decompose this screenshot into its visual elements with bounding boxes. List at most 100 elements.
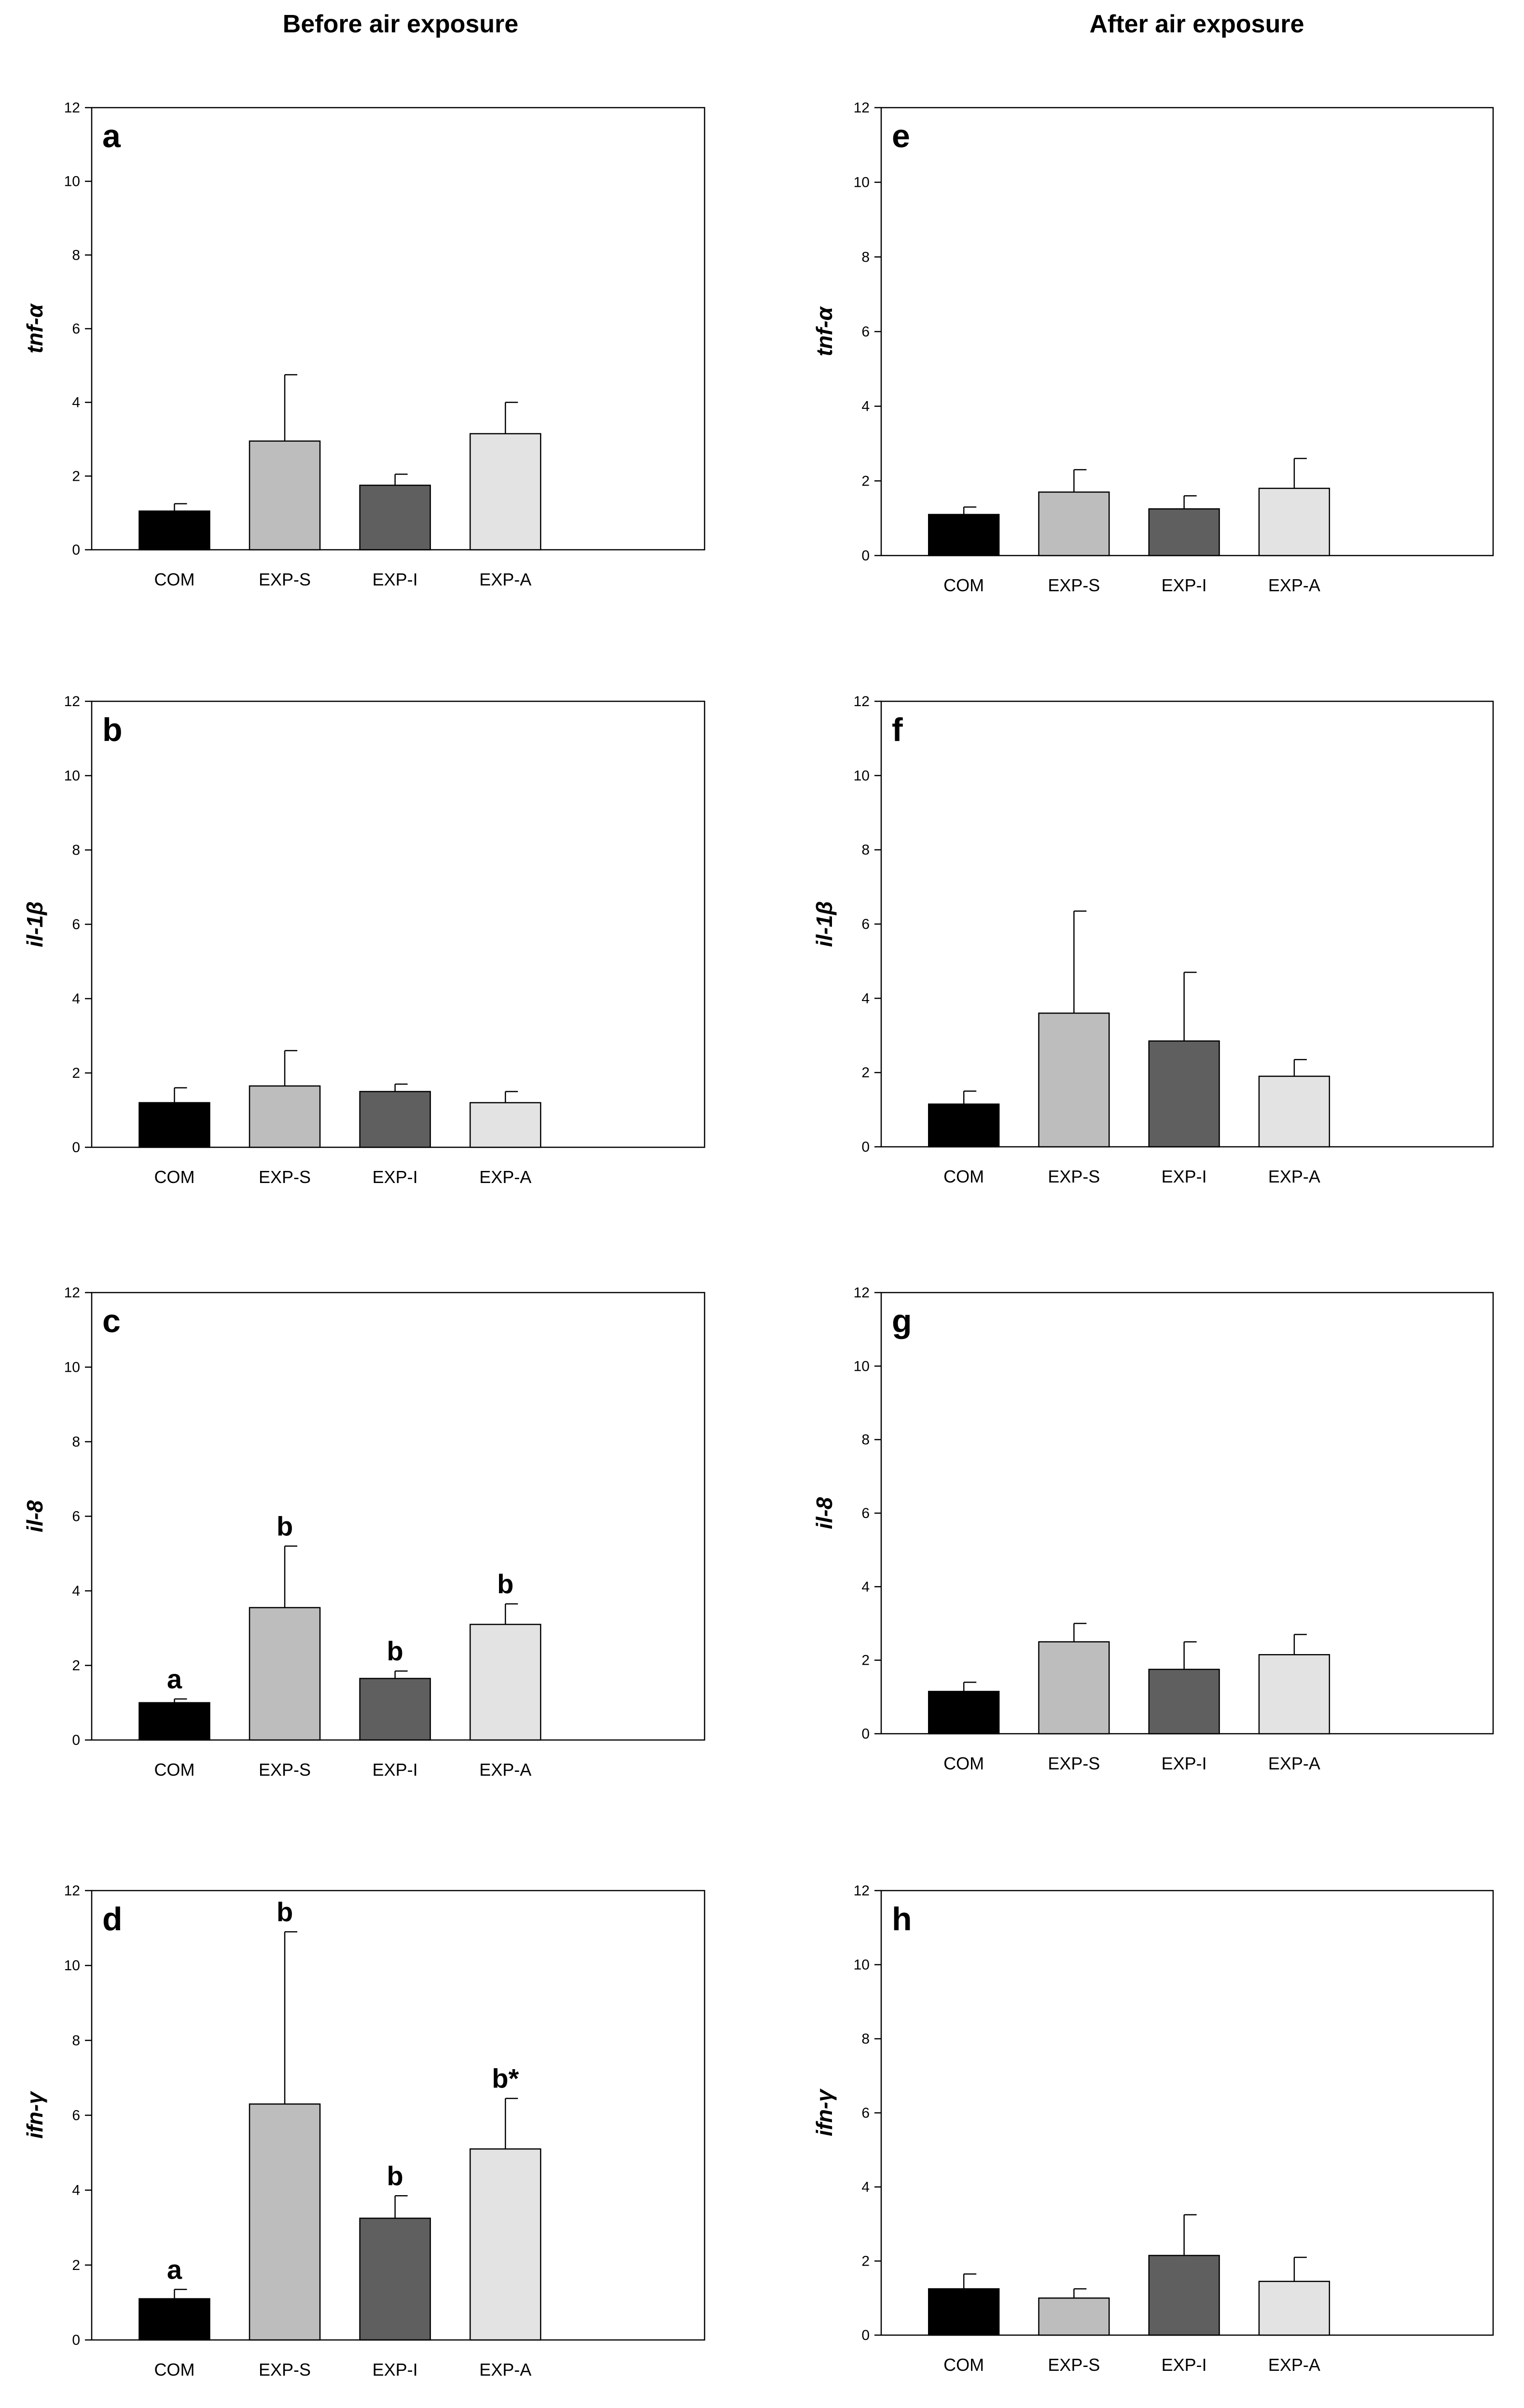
y-tick-label: 6 <box>861 324 870 340</box>
bar-exp-s <box>1038 491 1110 557</box>
bar-com <box>139 510 210 551</box>
y-tick-label: 6 <box>861 917 870 933</box>
column-title-after: After air exposure <box>1089 10 1304 38</box>
y-tick-label: 4 <box>72 395 80 411</box>
plot-frame <box>880 107 1494 557</box>
bar-exp-s <box>1038 1641 1110 1735</box>
x-category-label: EXP-A <box>1268 1167 1320 1186</box>
y-tick-label: 4 <box>861 1579 870 1595</box>
panel-letter: c <box>102 1303 121 1339</box>
panel-letter: h <box>892 1901 912 1937</box>
chart-panel-e: 0 2 4 6 8 10 12 tnf-α e COM EXP-S EXP-I EXP-A <box>812 100 1494 595</box>
x-category-label: COM <box>154 1760 194 1780</box>
x-category-label: COM <box>154 2360 194 2380</box>
y-axis-label: il-8 <box>812 1497 837 1529</box>
bar-exp-i <box>359 2217 431 2341</box>
bar-com <box>139 2298 210 2341</box>
panel-letter: a <box>102 118 121 154</box>
panel-letter: g <box>892 1303 912 1339</box>
y-tick-label: 8 <box>861 1432 870 1448</box>
y-tick-label: 6 <box>861 1505 870 1521</box>
y-tick-label: 4 <box>861 990 870 1006</box>
x-category-label: EXP-S <box>259 1167 311 1187</box>
bar-exp-i <box>1148 1669 1220 1735</box>
y-tick-label: 0 <box>861 2327 870 2343</box>
y-axis-label: ifn-γ <box>22 2091 47 2139</box>
y-axis-label: il-1β <box>812 901 837 947</box>
y-tick-label: 6 <box>72 917 80 933</box>
bar-com <box>928 1103 1000 1148</box>
significance-label: b <box>277 1896 293 1927</box>
bar-exp-a <box>469 1102 541 1148</box>
y-tick-label: 12 <box>854 1285 870 1301</box>
y-tick-label: 8 <box>72 2032 80 2048</box>
y-tick-label: 12 <box>64 1883 80 1899</box>
x-category-label: EXP-S <box>1048 1754 1100 1773</box>
plot-frame <box>91 1292 706 1741</box>
significance-label: a <box>167 1664 182 1694</box>
x-category-label: EXP-I <box>1162 2355 1207 2375</box>
y-tick-label: 10 <box>854 768 870 784</box>
bar-exp-a <box>469 2148 541 2341</box>
bar-exp-s <box>1038 1012 1110 1148</box>
y-tick-label: 0 <box>72 542 80 558</box>
y-tick-label: 0 <box>72 1732 80 1748</box>
y-tick-label: 0 <box>861 1726 870 1742</box>
x-category-label: COM <box>943 1754 984 1773</box>
chart-panel-d: 0 2 4 6 8 10 12 ifn-γ d COM a EXP-S b EXP-I b EXP-A b* <box>22 1883 706 2380</box>
x-category-label: COM <box>943 2355 984 2375</box>
x-category-label: EXP-I <box>1162 1167 1207 1186</box>
bar-exp-s <box>249 440 321 551</box>
x-category-label: EXP-I <box>1162 1754 1207 1773</box>
x-category-label: EXP-S <box>259 570 311 589</box>
y-tick-label: 4 <box>72 991 80 1007</box>
chart-panel-c: 0 2 4 6 8 10 12 il-8 c COM a EXP-S b EXP-I b EXP-A b <box>22 1285 706 1780</box>
y-tick-label: 10 <box>64 1360 80 1376</box>
significance-label: b <box>497 1569 513 1599</box>
x-category-label: EXP-I <box>373 2360 418 2380</box>
x-category-label: EXP-I <box>373 1760 418 1780</box>
x-category-label: EXP-A <box>479 570 531 589</box>
x-category-label: EXP-S <box>1048 1167 1100 1186</box>
x-category-label: EXP-A <box>479 1167 531 1187</box>
x-category-label: EXP-S <box>259 2360 311 2380</box>
y-axis-label: tnf-α <box>22 303 47 353</box>
plot-frame <box>91 700 706 1148</box>
x-category-label: EXP-A <box>1268 1754 1320 1773</box>
y-axis-label: il-1β <box>22 901 47 947</box>
y-tick-label: 6 <box>72 1509 80 1525</box>
y-axis-label: ifn-γ <box>812 2088 837 2137</box>
bar-com <box>928 1691 1000 1735</box>
chart-panel-g: 0 2 4 6 8 10 12 il-8 g COM EXP-S EXP-I EXP-A <box>812 1285 1494 1773</box>
chart-panel-a: 0 2 4 6 8 10 12 tnf-α a COM EXP-S EXP-I EXP-A <box>22 100 706 589</box>
x-category-label: COM <box>154 1167 194 1187</box>
bar-com <box>139 1102 210 1148</box>
x-category-label: EXP-S <box>1048 2355 1100 2375</box>
y-tick-label: 8 <box>72 1434 80 1450</box>
x-category-label: EXP-A <box>479 2360 531 2380</box>
y-tick-label: 2 <box>861 473 870 489</box>
x-category-label: COM <box>943 1167 984 1186</box>
y-tick-label: 2 <box>861 1653 870 1669</box>
bar-com <box>139 1702 210 1741</box>
significance-label: b* <box>492 2063 519 2094</box>
bar-exp-s <box>1038 2297 1110 2336</box>
y-tick-label: 4 <box>861 399 870 415</box>
y-axis-label: tnf-α <box>812 306 837 356</box>
y-tick-label: 0 <box>861 548 870 564</box>
plot-frame <box>91 107 706 551</box>
bar-com <box>928 2288 1000 2336</box>
bar-exp-a <box>1258 2281 1330 2336</box>
x-category-label: EXP-A <box>1268 575 1320 595</box>
y-tick-label: 12 <box>854 100 870 116</box>
bar-exp-a <box>1258 1075 1330 1148</box>
y-tick-label: 8 <box>72 247 80 263</box>
y-tick-label: 12 <box>854 694 870 710</box>
y-tick-label: 4 <box>72 2183 80 2199</box>
panel-letter: b <box>102 711 123 748</box>
y-tick-label: 4 <box>72 1583 80 1599</box>
bar-com <box>928 514 1000 557</box>
y-tick-label: 2 <box>72 1658 80 1674</box>
bar-exp-i <box>359 1678 431 1741</box>
y-axis-label: il-8 <box>22 1500 47 1532</box>
